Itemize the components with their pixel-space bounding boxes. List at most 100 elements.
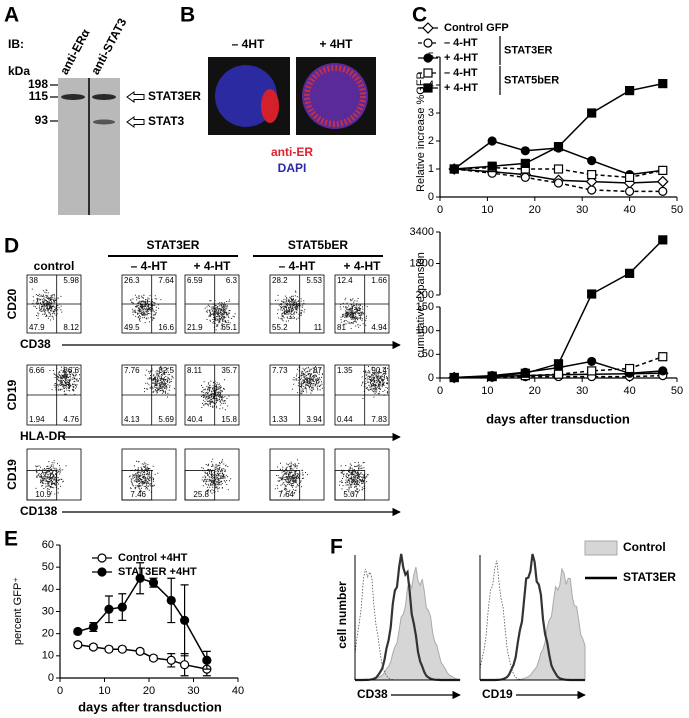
panel-letter: B xyxy=(180,4,195,27)
x-tick-label: 50 xyxy=(671,204,683,216)
y-tick-label: 50 xyxy=(42,561,54,573)
quadrant-value: 21.9 xyxy=(187,323,203,332)
legend-marker xyxy=(423,68,433,78)
row-y-label: CD19 xyxy=(5,379,19,410)
data-point xyxy=(73,640,83,650)
group-header: STAT5bER xyxy=(288,238,349,252)
histogram-control xyxy=(480,567,586,681)
data-point xyxy=(553,178,564,188)
panel-letter: C xyxy=(412,4,427,27)
marker-label: 198 xyxy=(28,77,48,91)
x-tick-label: 10 xyxy=(481,385,493,397)
kda-label: kDa xyxy=(8,64,30,78)
legend-marker xyxy=(97,553,107,563)
gate xyxy=(184,470,216,501)
event-dots xyxy=(129,460,159,493)
quadrant-value: 6.3 xyxy=(226,276,238,285)
condition-label: – 4HT xyxy=(232,37,265,51)
quadrant-value: 7.73 xyxy=(272,366,288,375)
data-point xyxy=(202,655,212,665)
y-tick-label: 30 xyxy=(42,605,54,617)
legend-label: STAT3ER +4HT xyxy=(118,566,197,578)
column-label: – 4-HT xyxy=(279,259,316,273)
x-tick-label: 0 xyxy=(57,685,63,697)
data-point xyxy=(553,164,564,174)
x-axis-label: CD19 xyxy=(482,687,513,701)
row-x-label: CD38 xyxy=(20,337,51,351)
data-point xyxy=(587,108,597,118)
event-dots xyxy=(49,366,80,396)
data-point xyxy=(624,85,635,96)
y-tick-label: 0 xyxy=(428,191,434,203)
x-axis-label: days after transduction xyxy=(486,411,630,426)
quadrant-value: 26.3 xyxy=(124,276,140,285)
event-dots xyxy=(361,366,388,399)
group-header: STAT3ER xyxy=(147,238,200,252)
quadrant-value: 6.66 xyxy=(29,366,45,375)
quadrant-value: 5.53 xyxy=(306,276,322,285)
data-point xyxy=(624,268,635,278)
quadrant-value: 8.11 xyxy=(187,366,203,375)
quadrant-value: 82.5 xyxy=(158,366,174,375)
gate xyxy=(269,470,301,501)
event-dots xyxy=(201,458,232,494)
x-tick-label: 20 xyxy=(529,204,541,216)
x-tick-label: 0 xyxy=(437,204,443,216)
y-axis-label: percent GFP⁺ xyxy=(12,577,24,645)
band-arrow xyxy=(126,116,145,128)
x-tick-label: 30 xyxy=(187,685,199,697)
quadrant-value: 55.2 xyxy=(272,323,288,332)
quadrant-value: 1.35 xyxy=(337,366,353,375)
x-axis-label: days after transduction xyxy=(78,699,222,714)
gate xyxy=(334,470,366,501)
nucleus xyxy=(302,63,368,129)
row-y-label: CD20 xyxy=(5,288,19,319)
quadrant-value: 7.76 xyxy=(124,366,140,375)
flow-plot xyxy=(26,448,82,501)
panel-letter: F xyxy=(330,536,343,559)
quadrant-value: 90.4 xyxy=(371,366,387,375)
event-dots xyxy=(31,288,63,321)
er-stain xyxy=(261,89,279,123)
flow-plot xyxy=(269,448,325,501)
quadrant-value: 4.94 xyxy=(371,323,387,332)
gate xyxy=(26,470,58,501)
quadrant-value: 1.94 xyxy=(29,415,45,424)
quadrant-value: 8.12 xyxy=(63,323,79,332)
data-point xyxy=(658,235,668,245)
x-tick-label: 20 xyxy=(143,685,155,697)
gate-value: 25.8 xyxy=(193,490,209,499)
data-point xyxy=(658,78,668,89)
data-point xyxy=(117,602,127,612)
series-line xyxy=(454,82,663,170)
data-point xyxy=(449,372,459,383)
data-point xyxy=(135,573,145,583)
legend-marker xyxy=(422,22,434,34)
quadrant-value: 1.33 xyxy=(272,415,288,424)
ib-label: IB: xyxy=(8,37,24,51)
event-dots xyxy=(204,299,236,331)
column-label: control xyxy=(34,259,75,273)
quadrant-value: 0.44 xyxy=(337,415,353,424)
data-point xyxy=(658,186,668,196)
legend-marker xyxy=(423,53,433,63)
data-point xyxy=(73,626,83,637)
data-point xyxy=(587,170,597,180)
quadrant-value: 12.4 xyxy=(337,276,353,285)
panel-letter: A xyxy=(4,4,19,27)
data-point xyxy=(553,359,564,369)
data-point xyxy=(88,642,98,652)
data-point xyxy=(587,156,597,166)
legend-label: – 4-HT xyxy=(444,37,478,49)
data-point xyxy=(520,158,530,168)
event-dots xyxy=(274,290,306,322)
quadrant-value: 6.59 xyxy=(187,276,203,285)
quadrant-value: 40.4 xyxy=(187,415,203,424)
marker-label: 93 xyxy=(35,113,49,127)
x-tick-label: 0 xyxy=(437,385,443,397)
data-point xyxy=(487,161,497,171)
data-point xyxy=(104,644,114,654)
y-tick-label: 150 xyxy=(416,301,434,313)
